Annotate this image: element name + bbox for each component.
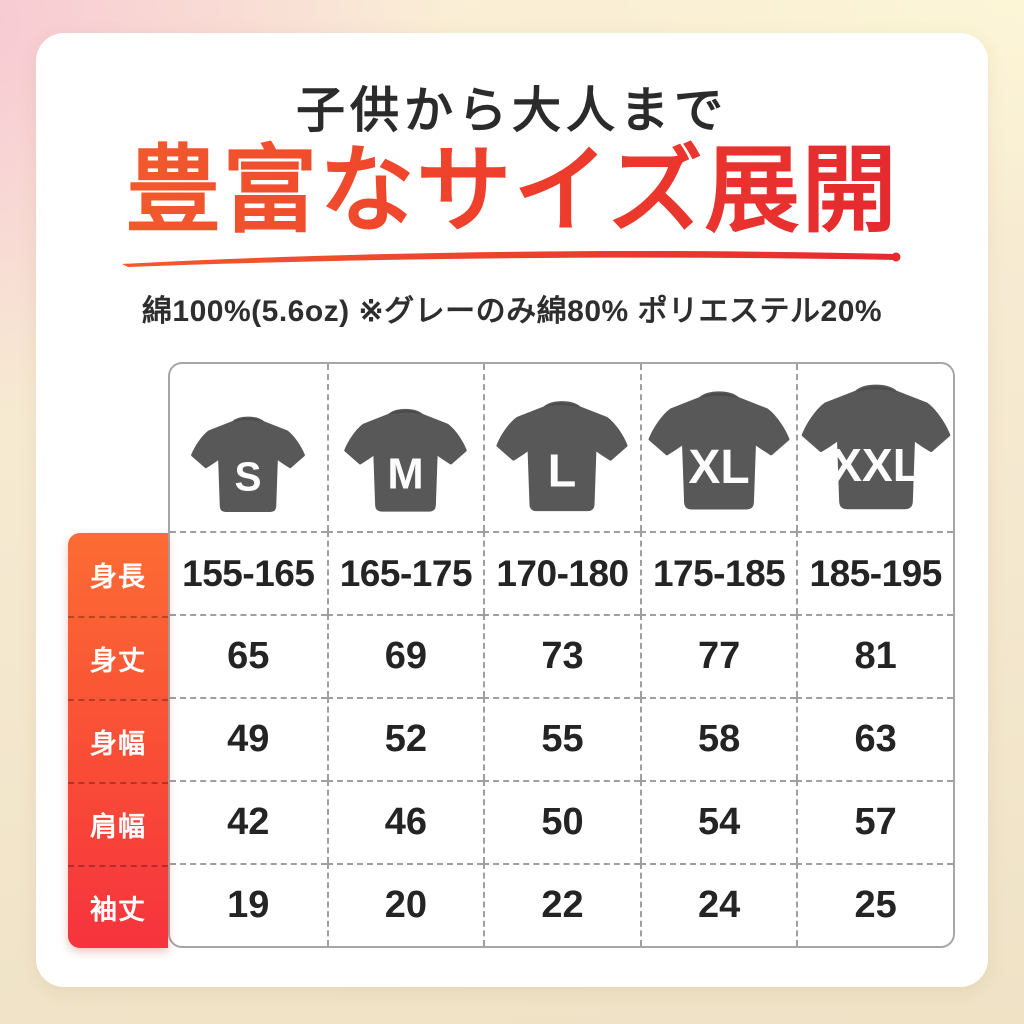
- cell-sleeve-s: 19: [170, 863, 327, 946]
- svg-text:S: S: [235, 454, 262, 500]
- tshirt-icon-xl: XL: [646, 387, 792, 523]
- cell-shoulder-xxl: 57: [796, 780, 953, 863]
- cell-length-l: 73: [483, 614, 640, 697]
- size-header-xl: XL: [639, 364, 797, 531]
- cell-height-s: 155-165: [170, 531, 327, 614]
- cell-width-xl: 58: [639, 697, 797, 780]
- cell-width-m: 52: [326, 697, 484, 780]
- row-label-length: 身丈: [68, 616, 168, 699]
- svg-text:XL: XL: [688, 441, 749, 494]
- tshirt-icon-s: S: [189, 413, 307, 523]
- size-chart-table: S M L XL: [168, 362, 955, 948]
- row-label-height: 身長: [90, 562, 146, 592]
- svg-text:L: L: [548, 444, 576, 496]
- row-label-shoulder: 肩幅: [68, 782, 168, 865]
- material-note: 綿100%(5.6oz) ※グレーのみ綿80% ポリエステル20%: [141, 295, 883, 328]
- cell-sleeve-xxl: 25: [796, 863, 953, 946]
- cell-height-l: 170-180: [483, 531, 640, 614]
- main-title-text: 豊富なサイズ展開: [125, 138, 898, 244]
- svg-text:M: M: [388, 451, 424, 499]
- tshirt-icon-l: L: [494, 397, 630, 523]
- tagline: 子供から大人まで: [295, 83, 728, 138]
- cell-shoulder-m: 46: [326, 780, 484, 863]
- cell-length-xl: 77: [639, 614, 797, 697]
- cell-shoulder-xl: 54: [639, 780, 797, 863]
- cell-sleeve-xl: 24: [639, 863, 797, 946]
- cell-height-xl: 175-185: [639, 531, 797, 614]
- main-title: 豊富なサイズ展開: [125, 138, 898, 244]
- title-underline-swoosh: [122, 251, 901, 267]
- row-label-sleeve: 袖丈: [68, 865, 168, 948]
- cell-shoulder-s: 42: [170, 780, 327, 863]
- row-label-column: 身長 身丈 身幅 肩幅 袖丈: [68, 533, 168, 948]
- cell-sleeve-m: 20: [326, 863, 484, 946]
- cell-shoulder-l: 50: [483, 780, 640, 863]
- tshirt-icon-m: M: [342, 405, 469, 523]
- content-card: 子供から大人まで 豊富なサイズ展開 綿100%(5.6oz) ※グレーのみ綿80…: [36, 33, 988, 987]
- cell-height-m: 165-175: [326, 531, 484, 614]
- tshirt-icon-xxl: XXL: [799, 380, 953, 523]
- size-header-s: S: [170, 364, 327, 531]
- row-label-width: 身幅: [68, 699, 168, 782]
- cell-length-s: 65: [170, 614, 327, 697]
- cell-height-xxl: 185-195: [796, 531, 953, 614]
- size-header-l: L: [483, 364, 640, 531]
- cell-sleeve-l: 22: [483, 863, 640, 946]
- cell-width-s: 49: [170, 697, 327, 780]
- svg-text:XXL: XXL: [831, 439, 921, 491]
- cell-width-xxl: 63: [796, 697, 953, 780]
- size-header-m: M: [326, 364, 484, 531]
- cell-length-xxl: 81: [796, 614, 953, 697]
- size-header-xxl: XXL: [796, 364, 953, 531]
- cell-width-l: 55: [483, 697, 640, 780]
- cell-length-m: 69: [326, 614, 484, 697]
